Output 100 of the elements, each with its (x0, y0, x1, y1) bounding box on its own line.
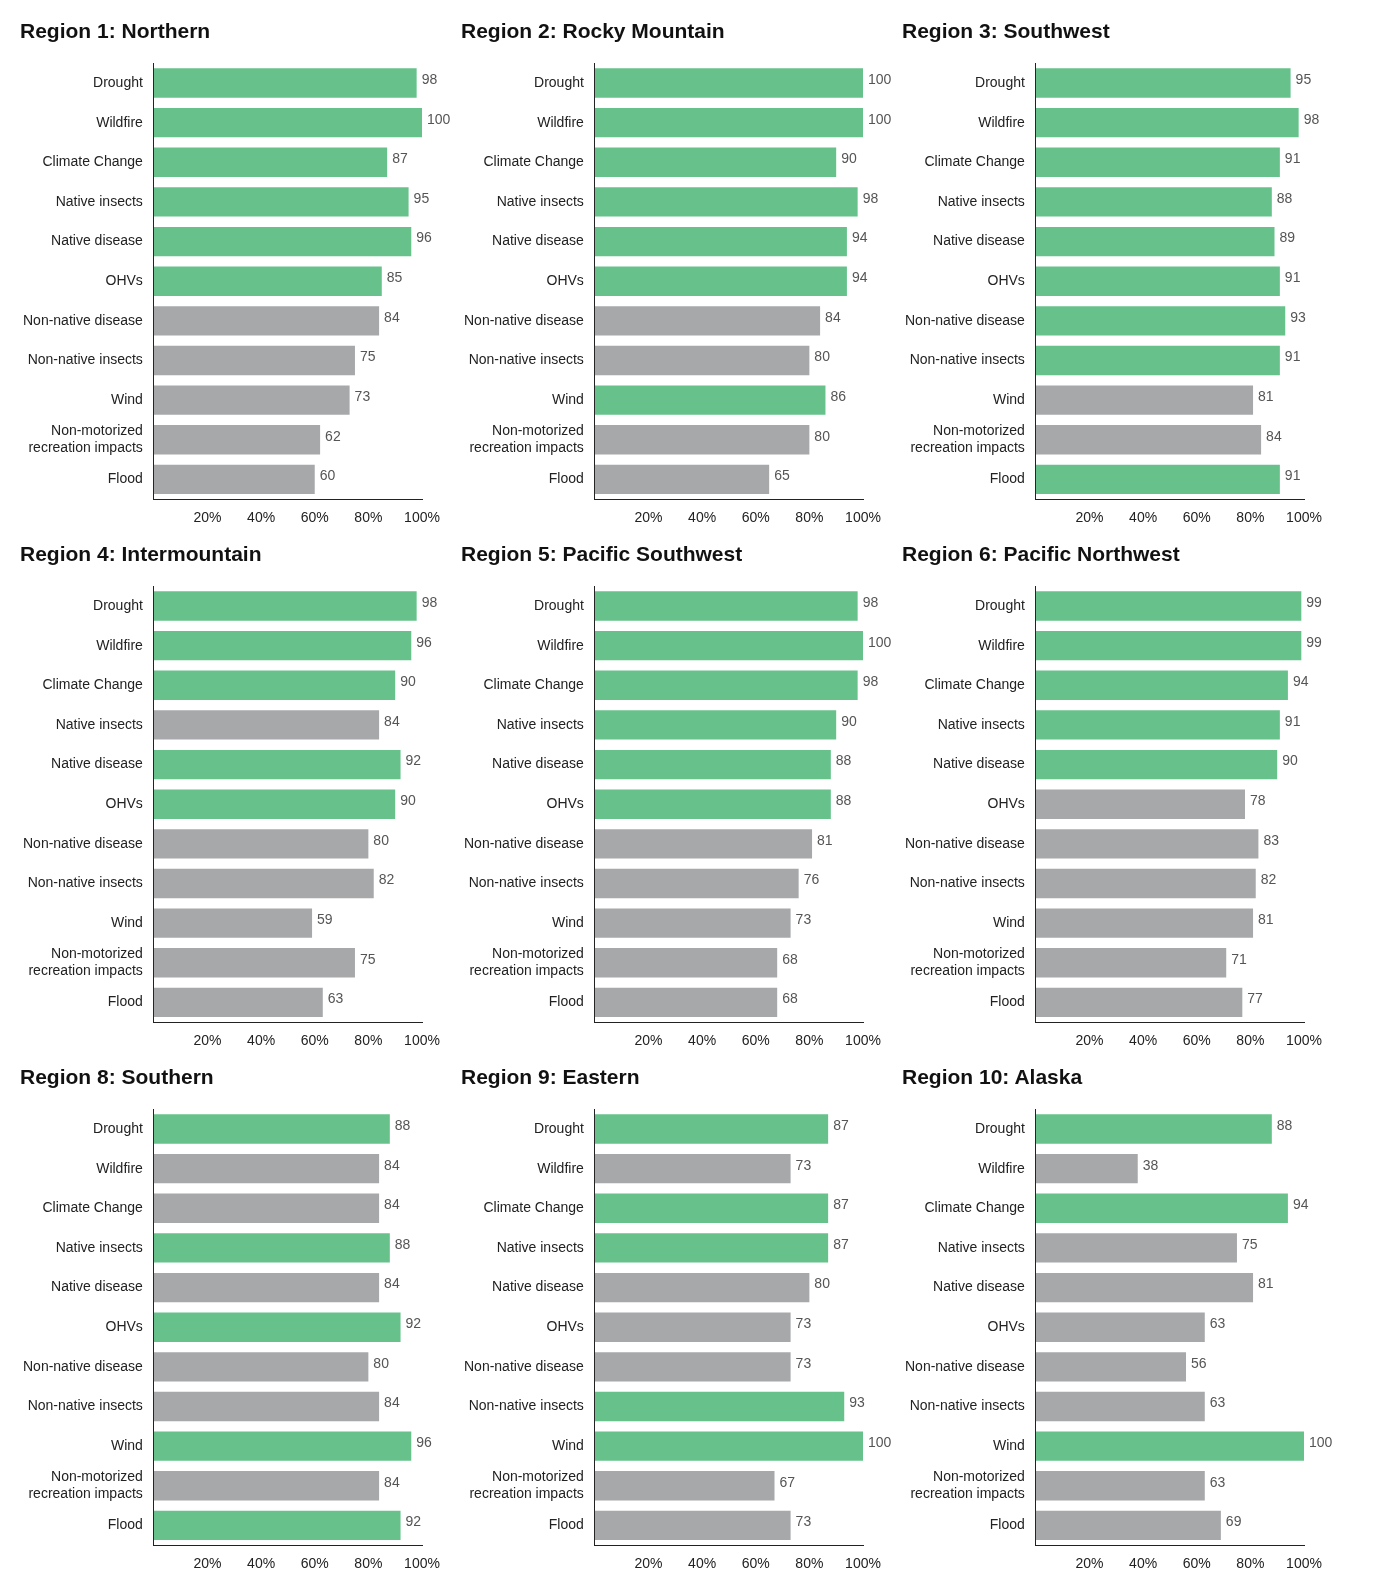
data-label: 56 (1191, 1354, 1207, 1371)
bar (594, 266, 847, 296)
data-label: 98 (421, 70, 438, 87)
bar (153, 107, 422, 138)
x-tick-label: 60% (300, 509, 329, 526)
x-tick-label: 100% (845, 1555, 881, 1572)
y-tick-label: Drought (534, 1119, 584, 1136)
y-tick-label: Climate Change (924, 1199, 1026, 1216)
data-label: 91 (1284, 467, 1301, 484)
x-tick-label: 100% (1286, 1032, 1322, 1049)
bar (594, 226, 847, 257)
x-tick-label: 40% (688, 1555, 717, 1572)
data-label: 82 (378, 871, 395, 888)
chart-title: Region 6: Pacific Northwest (902, 542, 1180, 566)
bar (594, 147, 837, 177)
bar (153, 987, 323, 1018)
data-label: 60 (319, 467, 336, 484)
data-label: 80 (814, 1275, 831, 1292)
bar (153, 868, 374, 899)
bar (594, 187, 858, 217)
y-tick-label: Non-motorized recreation impacts (28, 945, 143, 978)
data-label: 88 (394, 1235, 411, 1252)
bar (153, 1233, 390, 1263)
x-tick-label: 100% (845, 1032, 881, 1049)
y-tick-label: Flood (989, 1516, 1025, 1533)
data-label: 80 (373, 1354, 390, 1371)
bar (1035, 908, 1254, 938)
x-tick-label: 80% (1236, 509, 1265, 526)
data-label: 94 (1292, 1196, 1309, 1213)
bar (1035, 591, 1302, 621)
data-label: 96 (416, 1433, 433, 1450)
y-tick-label: Wind (110, 913, 143, 930)
bar (594, 1352, 791, 1382)
y-tick-label: Native disease (933, 1278, 1026, 1295)
bar (153, 749, 401, 780)
data-label: 84 (384, 1196, 400, 1213)
data-label: 89 (1279, 229, 1296, 246)
bar (594, 670, 858, 700)
data-label: 80 (814, 348, 831, 365)
bar (594, 591, 858, 621)
data-label: 73 (795, 1315, 812, 1332)
bar (594, 425, 810, 455)
data-label: 59 (317, 910, 333, 927)
x-tick-label: 60% (741, 509, 770, 526)
chart-title: Region 2: Rocky Mountain (461, 19, 725, 43)
y-tick-label: Wind (992, 390, 1025, 407)
y-tick-label: Drought (534, 73, 584, 90)
bar (153, 1114, 390, 1144)
data-label: 100 (427, 110, 451, 127)
bar (153, 829, 369, 859)
x-tick-label: 20% (193, 1555, 222, 1572)
bar (594, 710, 837, 740)
data-label: 88 (1276, 189, 1293, 206)
bar (153, 425, 321, 455)
y-tick-label: Non-native disease (904, 311, 1026, 328)
y-tick-label: Wildfire (537, 113, 585, 130)
y-tick-label: Non-native insects (909, 874, 1025, 891)
y-tick-label: Climate Change (924, 676, 1026, 693)
y-tick-label: Flood (548, 993, 584, 1010)
bar (1035, 868, 1256, 899)
data-label: 90 (841, 712, 857, 729)
data-label: 100 (1309, 1433, 1333, 1450)
data-label: 85 (386, 269, 403, 286)
x-tick-label: 100% (1286, 1555, 1322, 1572)
bar (153, 789, 396, 819)
y-tick-label: Native insects (937, 1238, 1025, 1255)
chart-title: Region 3: Southwest (902, 19, 1110, 43)
bar (1035, 1431, 1304, 1461)
y-tick-label: Non-native disease (22, 311, 144, 328)
bar (1035, 749, 1278, 780)
bar (594, 107, 863, 138)
data-label: 94 (851, 229, 868, 246)
x-tick-label: 40% (247, 1032, 276, 1049)
x-tick-label: 40% (688, 1032, 717, 1049)
bar (1035, 789, 1246, 819)
bar (1035, 147, 1280, 177)
x-tick-label: 20% (1075, 1555, 1104, 1572)
bar (594, 1233, 829, 1263)
data-label: 80 (814, 427, 831, 444)
x-tick-label: 80% (354, 509, 383, 526)
y-tick-label: OHVs (546, 1318, 584, 1335)
data-label: 63 (1209, 1394, 1226, 1411)
data-label: 81 (817, 831, 833, 848)
data-label: 100 (868, 70, 892, 87)
data-label: 99 (1306, 633, 1323, 650)
x-tick-label: 40% (688, 509, 717, 526)
y-tick-label: Drought (975, 73, 1025, 90)
y-tick-label: Wind (551, 1436, 584, 1453)
bar (594, 749, 831, 780)
data-label: 90 (400, 792, 416, 809)
data-label: 62 (325, 427, 341, 444)
bar (1035, 425, 1262, 455)
bar (1035, 987, 1243, 1018)
data-label: 91 (1284, 348, 1301, 365)
bar (594, 1193, 829, 1223)
data-label: 84 (825, 308, 841, 325)
bar (594, 345, 810, 376)
y-tick-label: Flood (989, 470, 1025, 487)
data-label: 98 (862, 593, 879, 610)
y-tick-label: Non-native insects (909, 1397, 1025, 1414)
